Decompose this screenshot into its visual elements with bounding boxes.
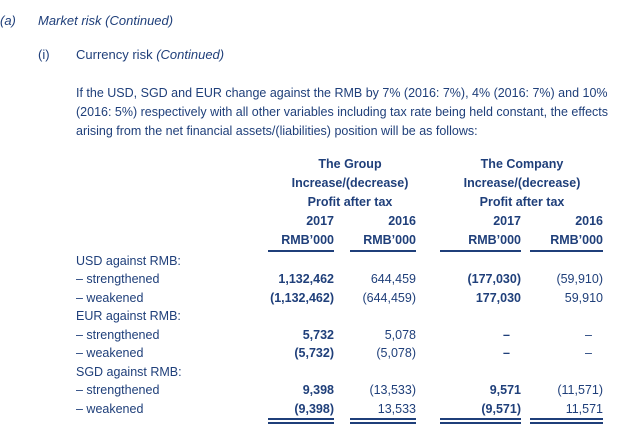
company-2017-value: – [503, 328, 510, 342]
company-year-2017: 2017 [493, 214, 521, 228]
group-year-2017: 2017 [306, 214, 334, 228]
group-2017-value: (1,132,462) [270, 291, 334, 305]
group-subheader: Increase/(decrease) [291, 176, 409, 190]
group-2016-value: 644,459 [370, 272, 416, 286]
company-2016-value: 11,571 [565, 402, 603, 416]
row-label: EUR against RMB: [76, 309, 181, 323]
company-2016-value: 59,910 [564, 291, 603, 305]
company-2016-value: – [585, 328, 592, 342]
subsection-title-suffix: (Continued) [156, 47, 225, 62]
company-2017-value: 9,571 [489, 383, 521, 397]
total-double-rule [268, 418, 334, 424]
company-header: The Company [480, 157, 564, 171]
row-label: – strengthened [76, 328, 160, 342]
company-2016-value: (11,571) [557, 383, 603, 397]
group-2017-value: (9,398) [294, 402, 334, 416]
total-double-rule [350, 418, 416, 424]
row-label: – weakened [76, 402, 144, 416]
company-2017-value: – [503, 346, 510, 360]
header-rule [350, 250, 416, 252]
company-year-2016: 2016 [575, 214, 603, 228]
section-marker: (a) [0, 13, 16, 28]
company-measure: Profit after tax [479, 195, 565, 209]
row-label: SGD against RMB: [76, 365, 182, 379]
group-2016-value: (644,459) [362, 291, 416, 305]
group-2016-value: 5,078 [384, 328, 416, 342]
group-measure: Profit after tax [307, 195, 393, 209]
company-2017-value: 177,030 [475, 291, 521, 305]
subsection-title: Currency risk (Continued) [76, 47, 224, 62]
subsection-title-main: Currency risk [76, 47, 157, 62]
group-2017-value: 5,732 [302, 328, 334, 342]
company-subheader: Increase/(decrease) [463, 176, 581, 190]
company-2016-value: – [585, 346, 592, 360]
subsection-marker: (i) [38, 47, 50, 62]
group-2016-value: (13,533) [369, 383, 416, 397]
row-label: – strengthened [76, 383, 160, 397]
row-label: – weakened [76, 346, 144, 360]
group-year-2016: 2016 [388, 214, 416, 228]
company-unit-2016: RMB’000 [550, 233, 603, 247]
group-2016-value: (5,078) [376, 346, 416, 360]
header-rule [530, 250, 603, 252]
total-double-rule [440, 418, 521, 424]
row-label: – strengthened [76, 272, 160, 286]
company-2017-value: (177,030) [467, 272, 521, 286]
group-2017-value: 1,132,462 [278, 272, 334, 286]
company-2017-value: (9,571) [481, 402, 521, 416]
group-2017-value: (5,732) [294, 346, 334, 360]
company-2016-value: (59,910) [556, 272, 603, 286]
section-title: Market risk (Continued) [38, 13, 174, 28]
company-unit-2017: RMB’000 [468, 233, 521, 247]
group-unit-2016: RMB’000 [363, 233, 416, 247]
group-2017-value: 9,398 [302, 383, 334, 397]
group-unit-2017: RMB’000 [281, 233, 334, 247]
intro-paragraph: If the USD, SGD and EUR change against t… [76, 86, 609, 138]
header-rule [440, 250, 521, 252]
group-header: The Group [318, 157, 382, 171]
header-rule [268, 250, 334, 252]
group-2016-value: 13,533 [377, 402, 416, 416]
total-double-rule [530, 418, 603, 424]
row-label: USD against RMB: [76, 254, 181, 268]
row-label: – weakened [76, 291, 144, 305]
